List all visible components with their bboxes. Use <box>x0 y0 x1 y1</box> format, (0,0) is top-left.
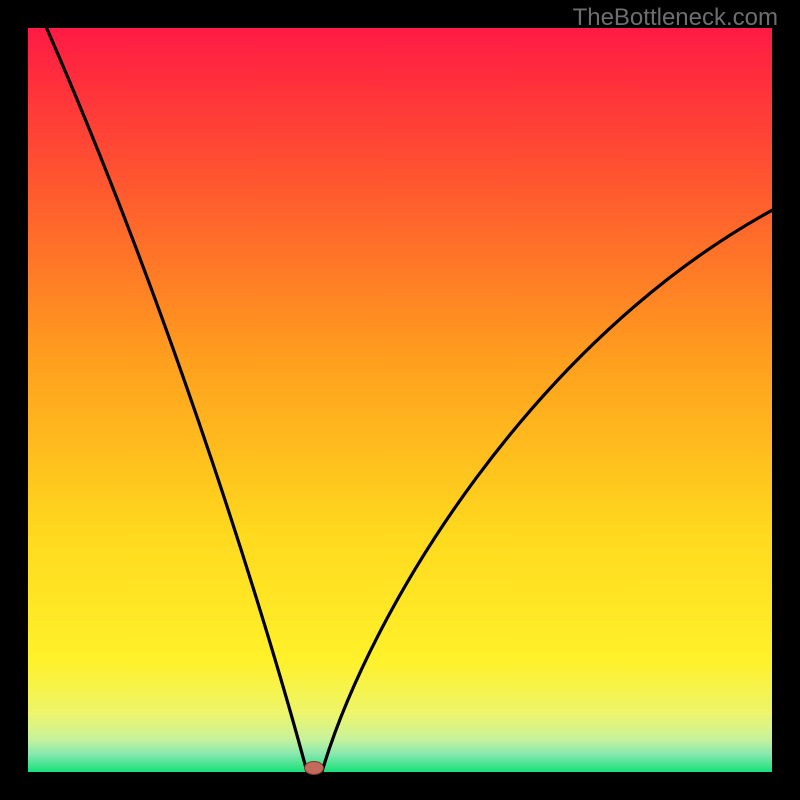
optimum-marker <box>304 761 324 775</box>
curve-path <box>47 28 772 772</box>
bottleneck-curve <box>28 28 772 772</box>
watermark-label: TheBottleneck.com <box>573 4 778 32</box>
chart-root: TheBottleneck.com <box>0 0 800 800</box>
plot-area <box>28 28 772 772</box>
